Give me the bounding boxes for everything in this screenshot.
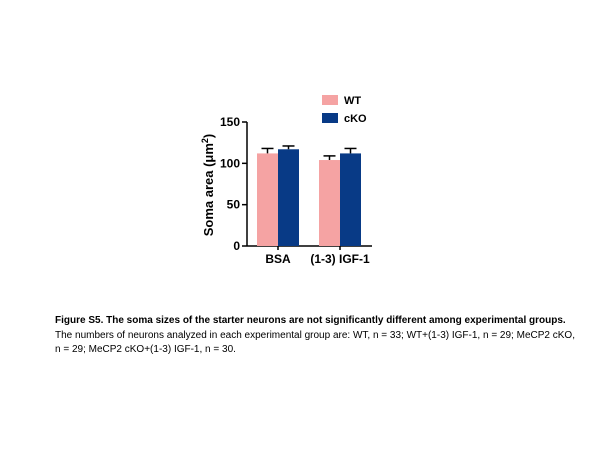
legend-label-cko: cKO	[344, 113, 367, 125]
legend-label-wt: WT	[344, 95, 361, 107]
figure-caption: Figure S5. The soma sizes of the starter…	[55, 314, 575, 358]
bar-wt-1	[257, 153, 278, 246]
y-axis: 0 50 100 150	[220, 115, 248, 253]
x-axis: BSA (1-3) IGF-1	[247, 245, 372, 266]
legend-swatch-cko	[322, 113, 338, 123]
bar-wt-2	[319, 160, 340, 246]
legend-swatch-wt	[322, 95, 338, 105]
y-tick-label: 50	[227, 198, 241, 212]
bar-cko-2	[340, 153, 361, 246]
y-tick-label: 150	[220, 115, 240, 129]
x-tick-label: BSA	[265, 252, 291, 266]
x-tick-label: (1-3) IGF-1	[310, 252, 370, 266]
y-tick-label: 100	[220, 156, 240, 170]
y-axis-label: Soma area (μm2)	[200, 134, 216, 237]
legend: WT cKO	[322, 95, 367, 125]
caption-title: Figure S5. The soma sizes of the starter…	[55, 315, 566, 326]
bar-chart: WT cKO 0 50 100 150 BSA (1-3) IGF-1 Soma area…	[200, 95, 372, 266]
y-tick-label: 0	[233, 239, 240, 253]
bar-cko-1	[278, 149, 299, 246]
bars	[257, 145, 361, 246]
caption-body: The numbers of neurons analyzed in each …	[55, 329, 575, 356]
